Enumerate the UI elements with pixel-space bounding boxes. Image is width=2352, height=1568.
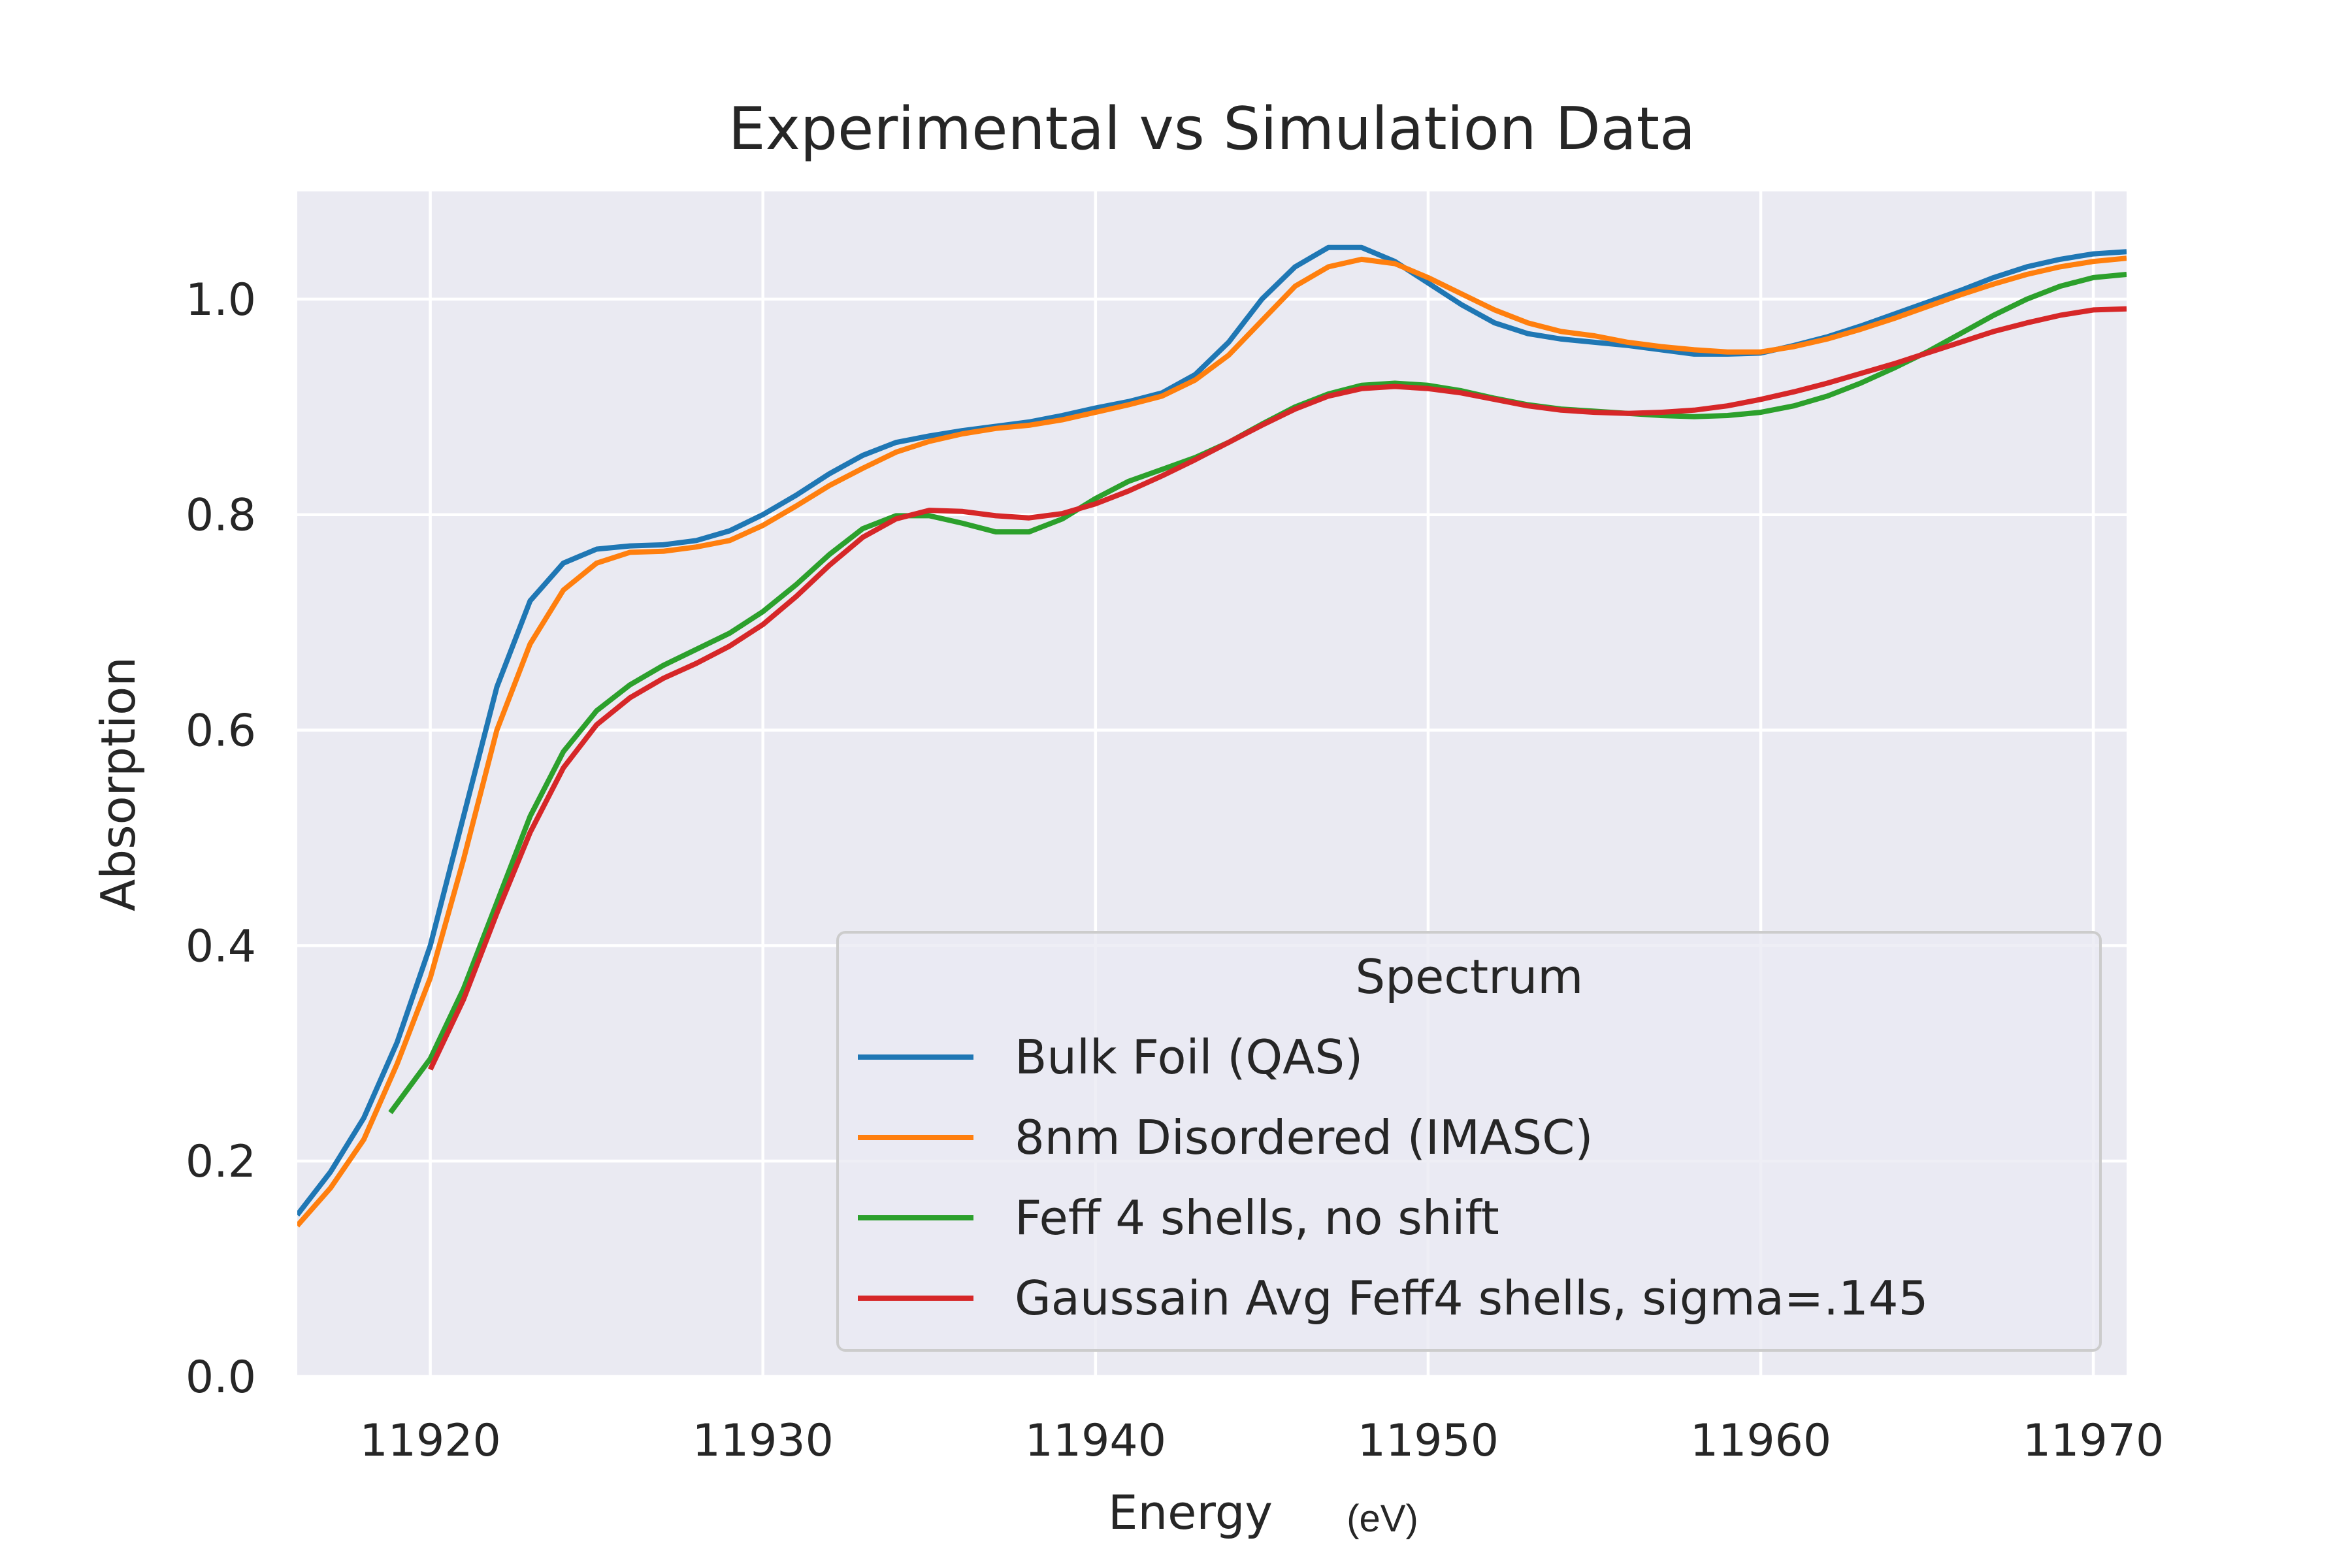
y-axis-ticks: 0.0 0.2 0.4 0.6 0.8 1.0 [186, 274, 256, 1403]
y-axis-label: Absorption [91, 657, 146, 911]
x-tick-label: 11950 [1358, 1415, 1499, 1467]
legend: Spectrum Bulk Foil (QAS) 8nm Disordered (… [836, 931, 2102, 1352]
legend-label-3: Feff 4 shells, no shift [1015, 1190, 1499, 1245]
y-tick-label: 0.2 [186, 1136, 256, 1188]
x-axis-unit: (eV) [1347, 1497, 1418, 1540]
x-axis-label: Energy [1108, 1485, 1273, 1540]
chart-title: Experimental vs Simulation Data [728, 95, 1695, 163]
x-axis-ticks: 11920 11930 11940 11950 11960 11970 [359, 1415, 2164, 1467]
legend-label-4: Gaussain Avg Feff4 shells, sigma=.145 [1015, 1271, 1928, 1326]
x-tick-label: 11940 [1025, 1415, 1166, 1467]
y-tick-label: 1.0 [186, 274, 256, 326]
y-tick-label: 0.0 [186, 1352, 256, 1403]
y-tick-label: 0.6 [186, 706, 256, 757]
series-line-4 [427, 306, 2127, 1071]
legend-frame [836, 931, 2102, 1352]
legend-items: Bulk Foil (QAS) 8nm Disordered (IMASC) Fef… [858, 1030, 1928, 1326]
series-line-2 [297, 255, 2127, 1228]
x-tick-label: 11960 [1690, 1415, 1831, 1467]
legend-title: Spectrum [1356, 949, 1584, 1004]
series-layer [297, 244, 2127, 1228]
legend-label-2: 8nm Disordered (IMASC) [1015, 1110, 1593, 1165]
x-tick-label: 11970 [2023, 1415, 2164, 1467]
legend-label-1: Bulk Foil (QAS) [1015, 1030, 1363, 1085]
x-tick-label: 11920 [359, 1415, 500, 1467]
y-tick-label: 0.4 [186, 921, 256, 972]
y-tick-label: 0.8 [186, 490, 256, 542]
x-tick-label: 11930 [693, 1415, 834, 1467]
